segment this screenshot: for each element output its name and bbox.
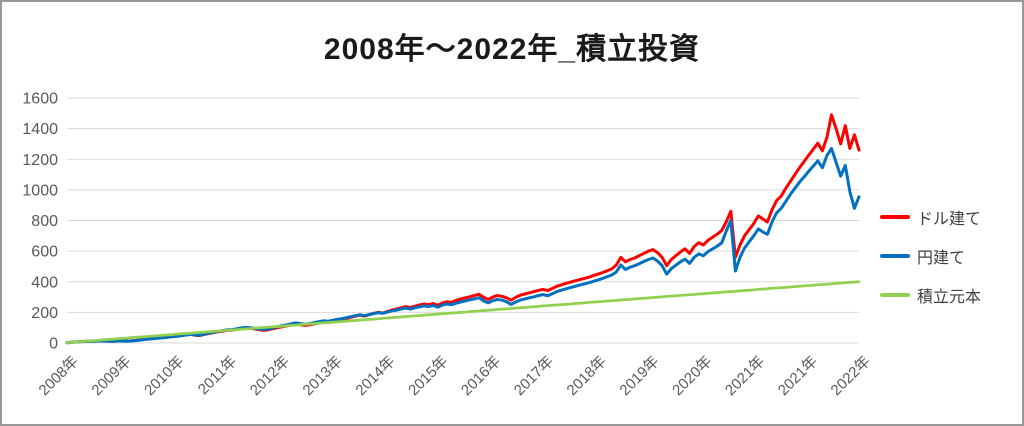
x-tick-label: 2022年: [828, 353, 874, 399]
legend-label-jpy: 円建て: [917, 250, 966, 267]
x-tick-label: 2008年: [36, 353, 82, 399]
y-tick-label: 400: [31, 274, 58, 291]
y-tick-label: 600: [31, 244, 58, 261]
x-tick-label: 2021年: [775, 353, 821, 399]
x-tick-label: 2010年: [141, 353, 187, 399]
legend-label-principal: 積立元本: [917, 289, 982, 306]
legend-item-usd: ドル建て: [880, 205, 981, 229]
series-line-0: [65, 113, 861, 345]
x-tick-label: 2011年: [195, 353, 240, 398]
x-tick-label: 2009年: [88, 353, 134, 399]
series-line-1: [65, 147, 861, 345]
x-tick-label: 2012年: [247, 353, 293, 399]
x-tick-label: 2015年: [405, 353, 451, 399]
x-tick-label: 2018年: [564, 353, 610, 399]
chart-title: 2008年〜2022年_積立投資: [323, 33, 701, 66]
chart-legend: ドル建て 円建て 積立元本: [880, 205, 981, 307]
x-tick-label: 2020年: [669, 353, 715, 399]
series-line-2: [65, 280, 861, 345]
x-tick-label: 2014年: [352, 353, 398, 399]
x-tick-label: 2021年: [722, 353, 768, 399]
y-tick-label: 800: [31, 213, 58, 230]
y-tick-label: 200: [31, 305, 58, 322]
legend-item-principal: 積立元本: [880, 283, 981, 307]
x-axis-labels: 2008年 2009年 2010年 2011年 2012年 2013年 2014年 2015年…: [36, 353, 874, 399]
principal-line-swatch-icon: [880, 293, 910, 297]
legend-label-usd: ドル建て: [917, 211, 982, 228]
y-tick-label: 1200: [22, 152, 58, 169]
y-tick-label: 1000: [22, 182, 58, 199]
x-tick-label: 2017年: [511, 353, 557, 399]
y-tick-label: 0: [49, 336, 58, 353]
y-tick-label: 1600: [22, 91, 58, 108]
legend-item-jpy: 円建て: [880, 244, 981, 268]
y-axis-labels: 0 200 400 600 800 1000 1200 1400 1600: [22, 91, 58, 353]
x-tick-label: 2016年: [458, 353, 504, 399]
gridlines: [67, 97, 859, 344]
y-tick-label: 1400: [22, 121, 58, 138]
usd-line-swatch-icon: [880, 215, 910, 219]
jpy-line-swatch-icon: [880, 254, 910, 258]
x-tick-label: 2013年: [300, 353, 346, 399]
x-tick-label: 2019年: [616, 353, 662, 399]
